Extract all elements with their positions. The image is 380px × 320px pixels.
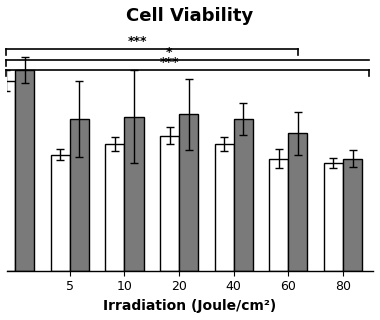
Bar <box>215 144 234 271</box>
Bar <box>179 115 198 271</box>
Bar <box>288 133 307 271</box>
Bar <box>160 136 179 271</box>
X-axis label: Irradiation (Joule/cm²): Irradiation (Joule/cm²) <box>103 299 277 313</box>
Bar <box>343 159 362 271</box>
Bar <box>51 155 70 271</box>
Bar <box>234 119 253 271</box>
Bar <box>70 119 89 271</box>
Bar <box>269 159 288 271</box>
Bar <box>15 70 34 271</box>
Text: ***: *** <box>159 56 179 69</box>
Bar <box>324 163 343 271</box>
Text: ***: *** <box>127 35 147 48</box>
Text: *: * <box>166 45 173 59</box>
Title: Cell Viability: Cell Viability <box>127 7 253 25</box>
Bar <box>124 116 144 271</box>
Bar <box>0 81 15 271</box>
Bar <box>105 144 124 271</box>
